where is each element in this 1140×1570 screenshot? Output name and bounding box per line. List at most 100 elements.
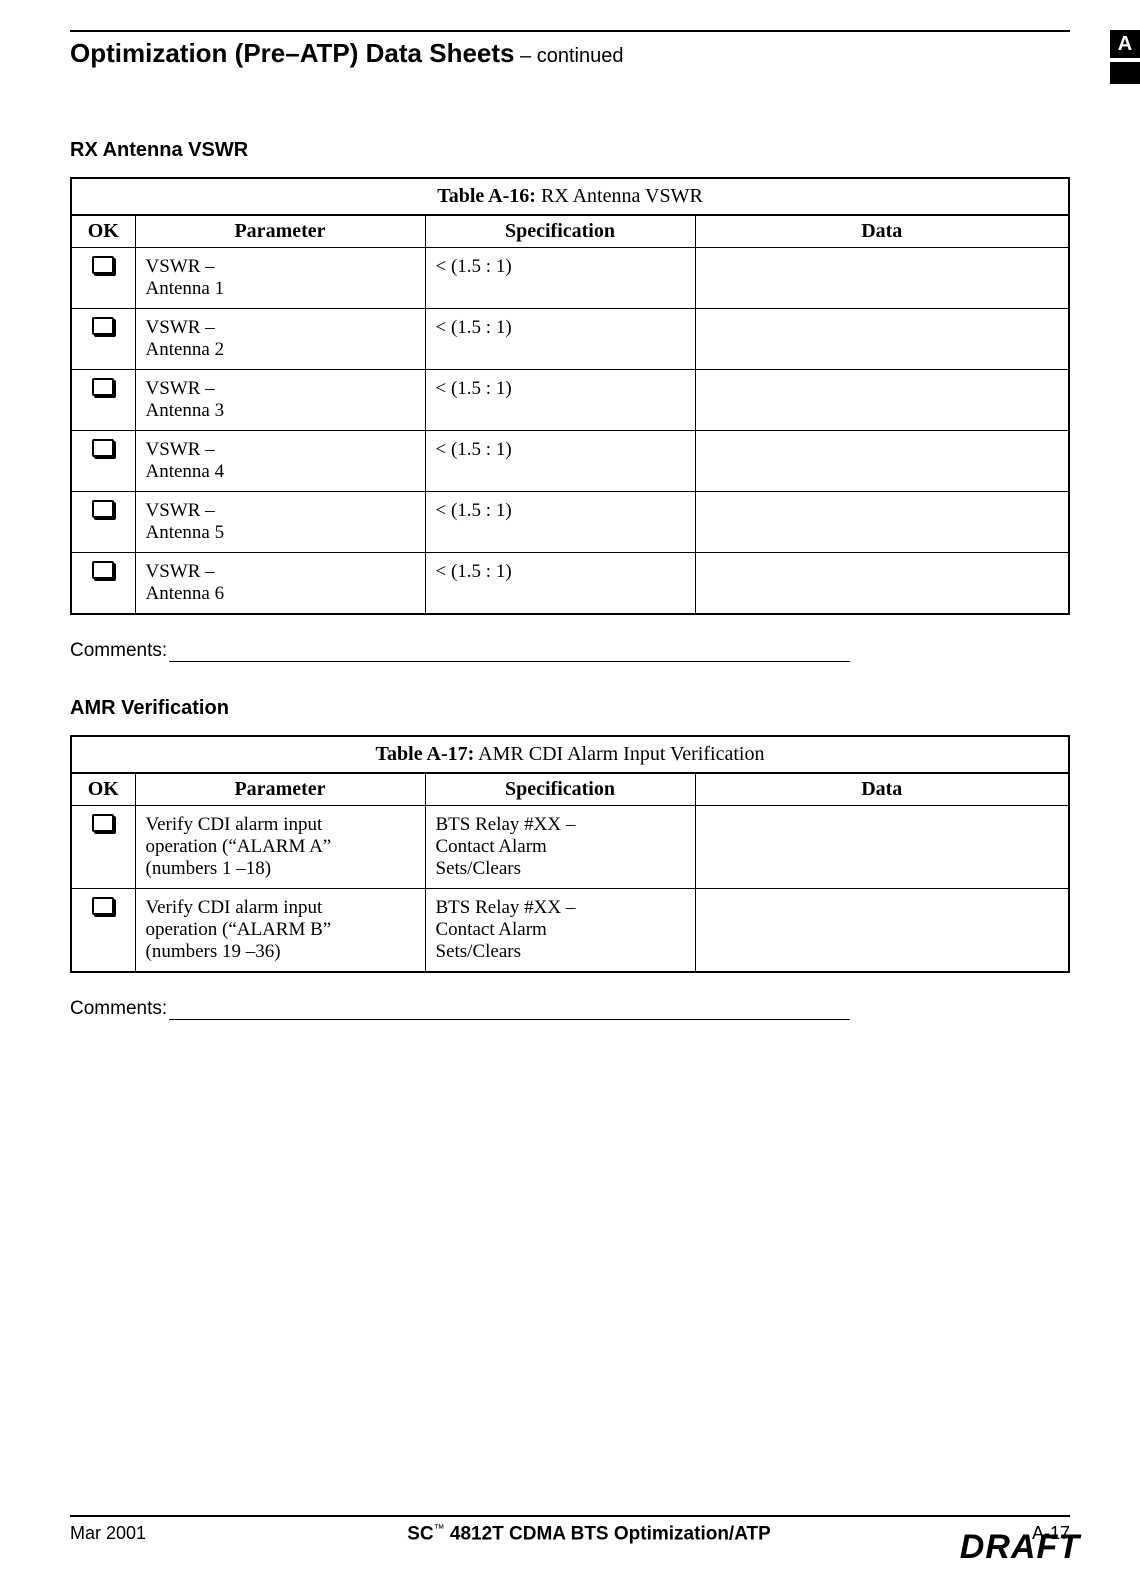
spec-cell: < (1.5 : 1) (425, 370, 695, 431)
checkbox-icon[interactable] (92, 561, 114, 579)
spec-l1: BTS Relay #XX – (436, 814, 576, 835)
comments-label: Comments: (70, 998, 167, 1020)
checkbox-cell (71, 889, 135, 973)
data-cell[interactable] (695, 553, 1069, 615)
appendix-tab-letter: A (1110, 30, 1140, 58)
appendix-tab-filler (1110, 62, 1140, 84)
checkbox-icon[interactable] (92, 256, 114, 274)
spec-cell: < (1.5 : 1) (425, 309, 695, 370)
table-title-a17: AMR CDI Alarm Input Verification (474, 743, 764, 765)
param-l2: Antenna 3 (146, 400, 225, 421)
param-l2: Antenna 5 (146, 522, 225, 543)
checkbox-cell (71, 806, 135, 889)
data-cell[interactable] (695, 889, 1069, 973)
param-cell: Verify CDI alarm input operation (“ALARM… (135, 806, 425, 889)
spec-l1: BTS Relay #XX – (436, 897, 576, 918)
param-l1: VSWR – (146, 378, 215, 399)
table-row: VSWR –Antenna 2 < (1.5 : 1) (71, 309, 1069, 370)
table-row: VSWR –Antenna 3 < (1.5 : 1) (71, 370, 1069, 431)
spec-cell: < (1.5 : 1) (425, 492, 695, 553)
spec-cell: < (1.5 : 1) (425, 553, 695, 615)
data-cell[interactable] (695, 492, 1069, 553)
param-l1: VSWR – (146, 439, 215, 460)
param-cell: VSWR –Antenna 6 (135, 553, 425, 615)
page-title-suffix: – continued (515, 45, 624, 67)
table-row: VSWR –Antenna 6 < (1.5 : 1) (71, 553, 1069, 615)
top-rule (70, 30, 1070, 32)
table-row: VSWR –Antenna 1 < (1.5 : 1) (71, 248, 1069, 309)
data-cell[interactable] (695, 370, 1069, 431)
table-title-a16: RX Antenna VSWR (536, 185, 703, 207)
comments-rule[interactable] (169, 1019, 850, 1020)
checkbox-cell (71, 248, 135, 309)
data-cell[interactable] (695, 806, 1069, 889)
footer-row: Mar 2001 SC™ 4812T CDMA BTS Optimization… (70, 1523, 1070, 1545)
param-l3: (numbers 1 –18) (146, 858, 272, 879)
checkbox-cell (71, 309, 135, 370)
data-cell[interactable] (695, 309, 1069, 370)
draft-watermark: DRAFT (960, 1528, 1080, 1567)
footer-rule (70, 1515, 1070, 1517)
checkbox-icon[interactable] (92, 897, 114, 915)
page-title-main: Optimization (Pre–ATP) Data Sheets (70, 38, 515, 68)
checkbox-cell (71, 431, 135, 492)
section-heading-amr: AMR Verification (70, 697, 1070, 720)
comments-line-2: Comments: (70, 998, 850, 1020)
spec-cell: BTS Relay #XX – Contact Alarm Sets/Clear… (425, 889, 695, 973)
spec-l3: Sets/Clears (436, 858, 522, 879)
data-cell[interactable] (695, 431, 1069, 492)
param-l2: Antenna 1 (146, 278, 225, 299)
param-l1: VSWR – (146, 561, 215, 582)
param-l1: VSWR – (146, 256, 215, 277)
table-label-a17: Table A-17: (376, 743, 475, 765)
table-row: VSWR –Antenna 5 < (1.5 : 1) (71, 492, 1069, 553)
spec-cell: < (1.5 : 1) (425, 431, 695, 492)
table-header-row: OK Parameter Specification Data (71, 773, 1069, 806)
param-cell: VSWR –Antenna 5 (135, 492, 425, 553)
comments-rule[interactable] (169, 661, 850, 662)
table-header-row: OK Parameter Specification Data (71, 215, 1069, 248)
col-ok: OK (71, 215, 135, 248)
data-cell[interactable] (695, 248, 1069, 309)
tm-icon: ™ (434, 1523, 445, 1535)
table-label-a16: Table A-16: (437, 185, 536, 207)
footer-doc-title: SC™ 4812T CDMA BTS Optimization/ATP (407, 1523, 771, 1545)
page-footer: Mar 2001 SC™ 4812T CDMA BTS Optimization… (70, 1515, 1070, 1545)
col-data: Data (695, 773, 1069, 806)
comments-line-1: Comments: (70, 640, 850, 662)
footer-date: Mar 2001 (70, 1523, 146, 1544)
param-cell: VSWR –Antenna 4 (135, 431, 425, 492)
param-l2: Antenna 4 (146, 461, 225, 482)
col-param: Parameter (135, 773, 425, 806)
table-amr-verification: Table A-17: AMR CDI Alarm Input Verifica… (70, 735, 1070, 973)
param-l1: Verify CDI alarm input (146, 814, 323, 835)
param-l1: VSWR – (146, 500, 215, 521)
checkbox-icon[interactable] (92, 500, 114, 518)
checkbox-cell (71, 370, 135, 431)
checkbox-icon[interactable] (92, 814, 114, 832)
col-data: Data (695, 215, 1069, 248)
checkbox-icon[interactable] (92, 378, 114, 396)
table-rx-antenna-vswr: Table A-16: RX Antenna VSWR OK Parameter… (70, 177, 1070, 615)
checkbox-icon[interactable] (92, 439, 114, 457)
col-param: Parameter (135, 215, 425, 248)
param-cell: VSWR –Antenna 1 (135, 248, 425, 309)
spec-cell: < (1.5 : 1) (425, 248, 695, 309)
checkbox-cell (71, 553, 135, 615)
col-spec: Specification (425, 215, 695, 248)
spec-cell: BTS Relay #XX – Contact Alarm Sets/Clear… (425, 806, 695, 889)
col-ok: OK (71, 773, 135, 806)
checkbox-icon[interactable] (92, 317, 114, 335)
param-l2: operation (“ALARM A” (146, 836, 332, 857)
param-l2: operation (“ALARM B” (146, 919, 332, 940)
param-cell: VSWR –Antenna 3 (135, 370, 425, 431)
footer-rest: 4812T CDMA BTS Optimization/ATP (445, 1523, 771, 1544)
param-l2: Antenna 6 (146, 583, 225, 604)
param-l2: Antenna 2 (146, 339, 225, 360)
appendix-tab: A (1110, 30, 1140, 84)
checkbox-cell (71, 492, 135, 553)
param-l1: Verify CDI alarm input (146, 897, 323, 918)
page-title: Optimization (Pre–ATP) Data Sheets – con… (70, 38, 1070, 69)
footer-prefix: SC (407, 1523, 433, 1544)
spec-l2: Contact Alarm (436, 919, 547, 940)
